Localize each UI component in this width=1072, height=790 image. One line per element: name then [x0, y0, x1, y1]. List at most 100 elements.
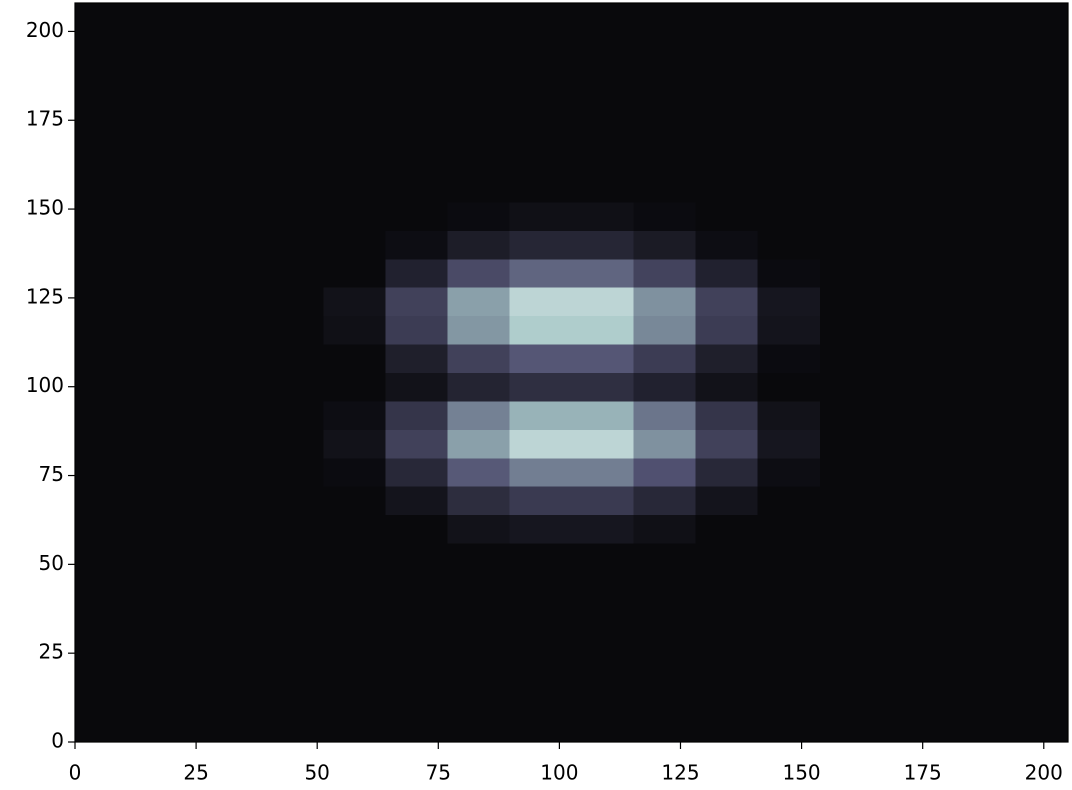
heatmap-cell	[385, 116, 448, 146]
heatmap-cell	[323, 656, 386, 686]
heatmap-cell	[819, 31, 883, 61]
heatmap-cell	[695, 543, 759, 572]
heatmap-cell	[385, 173, 448, 203]
heatmap-cell	[385, 571, 448, 601]
heatmap-cell	[75, 571, 138, 601]
heatmap-cell	[1005, 116, 1069, 146]
heatmap-cell	[819, 59, 883, 89]
heatmap-cell	[571, 571, 635, 601]
heatmap-cell	[819, 372, 883, 402]
heatmap-cell	[323, 543, 386, 572]
heatmap-cell	[1005, 173, 1069, 203]
y-tick-label: 175	[26, 107, 64, 131]
heatmap-cell	[943, 656, 1007, 686]
heatmap-cell	[695, 258, 759, 288]
heatmap-cell	[695, 486, 759, 516]
heatmap-cell	[261, 543, 324, 572]
heatmap-cell	[1005, 344, 1069, 373]
heatmap-cell	[881, 258, 945, 288]
heatmap-cell	[261, 258, 324, 288]
heatmap-cell	[447, 201, 510, 231]
heatmap-cell	[633, 88, 697, 118]
heatmap-cell	[695, 628, 759, 658]
heatmap-cell	[509, 599, 572, 629]
heatmap-cell	[447, 429, 510, 459]
heatmap-cell	[199, 486, 262, 516]
heatmap-cell	[385, 31, 448, 61]
heatmap-cell	[571, 116, 635, 146]
heatmap-cell	[633, 628, 697, 658]
heatmap-cell	[571, 201, 635, 231]
heatmap-cell	[323, 59, 386, 89]
heatmap-cell	[199, 685, 262, 715]
heatmap-cell	[881, 628, 945, 658]
heatmap-cell	[943, 201, 1007, 231]
heatmap-cell	[447, 599, 510, 629]
heatmap-cell	[199, 59, 262, 89]
heatmap-cell	[323, 3, 386, 32]
heatmap-cell	[385, 599, 448, 629]
heatmap-cell	[447, 344, 510, 373]
heatmap-cell	[1005, 685, 1069, 715]
heatmap-cell	[571, 258, 635, 288]
y-tick-label: 25	[39, 640, 64, 664]
heatmap-cell	[75, 628, 138, 658]
heatmap-cell	[633, 514, 697, 544]
heatmap-cell	[509, 429, 572, 459]
heatmap-cell	[943, 571, 1007, 601]
heatmap-cell	[1005, 145, 1069, 175]
heatmap-cell	[261, 400, 324, 430]
heatmap-cell	[137, 59, 200, 89]
heatmap-cell	[509, 400, 572, 430]
heatmap-cell	[881, 59, 945, 89]
heatmap-cell	[137, 145, 200, 175]
heatmap-cell	[695, 429, 759, 459]
heatmap-cell	[261, 31, 324, 61]
heatmap-cell	[323, 429, 386, 459]
heatmap-cell	[633, 145, 697, 175]
heatmap-cell	[757, 145, 821, 175]
heatmap-cell	[385, 201, 448, 231]
heatmap-cell	[199, 344, 262, 373]
heatmap-cell	[261, 372, 324, 402]
heatmap-cell	[695, 201, 759, 231]
heatmap-cell	[633, 656, 697, 686]
heatmap-cell	[1005, 230, 1069, 260]
heatmap-cell	[819, 685, 883, 715]
heatmap-cell	[819, 400, 883, 430]
heatmap-cell	[75, 486, 138, 516]
heatmap-cell	[261, 145, 324, 175]
heatmap-cell	[695, 173, 759, 203]
y-tick-label: 75	[39, 462, 64, 486]
x-tick-label: 125	[661, 761, 699, 785]
heatmap-cell	[943, 486, 1007, 516]
heatmap-cell	[323, 372, 386, 402]
heatmap-cell	[509, 116, 572, 146]
heatmap-cell	[633, 230, 697, 260]
heatmap-cell	[385, 400, 448, 430]
heatmap-cell	[75, 656, 138, 686]
heatmap-cell	[137, 372, 200, 402]
heatmap-cell	[695, 685, 759, 715]
plot-frame	[74, 2, 1069, 743]
heatmap-cell	[633, 571, 697, 601]
heatmap-cell	[323, 287, 386, 317]
heatmap-cell	[261, 344, 324, 373]
heatmap-cell	[75, 88, 138, 118]
heatmap-cell	[137, 571, 200, 601]
heatmap-cell	[633, 372, 697, 402]
heatmap-cell	[1005, 88, 1069, 118]
y-tick-label: 200	[26, 18, 64, 42]
heatmap-cell	[199, 116, 262, 146]
heatmap-cell	[943, 514, 1007, 544]
heatmap-cell	[1005, 59, 1069, 89]
heatmap-cell	[199, 400, 262, 430]
heatmap-cell	[75, 145, 138, 175]
heatmap-cell	[1005, 258, 1069, 288]
heatmap-cell	[75, 201, 138, 231]
heatmap-cell	[943, 116, 1007, 146]
heatmap-cell	[819, 429, 883, 459]
heatmap-cell	[943, 145, 1007, 175]
heatmap-cell	[447, 628, 510, 658]
heatmap-cell	[1005, 543, 1069, 572]
